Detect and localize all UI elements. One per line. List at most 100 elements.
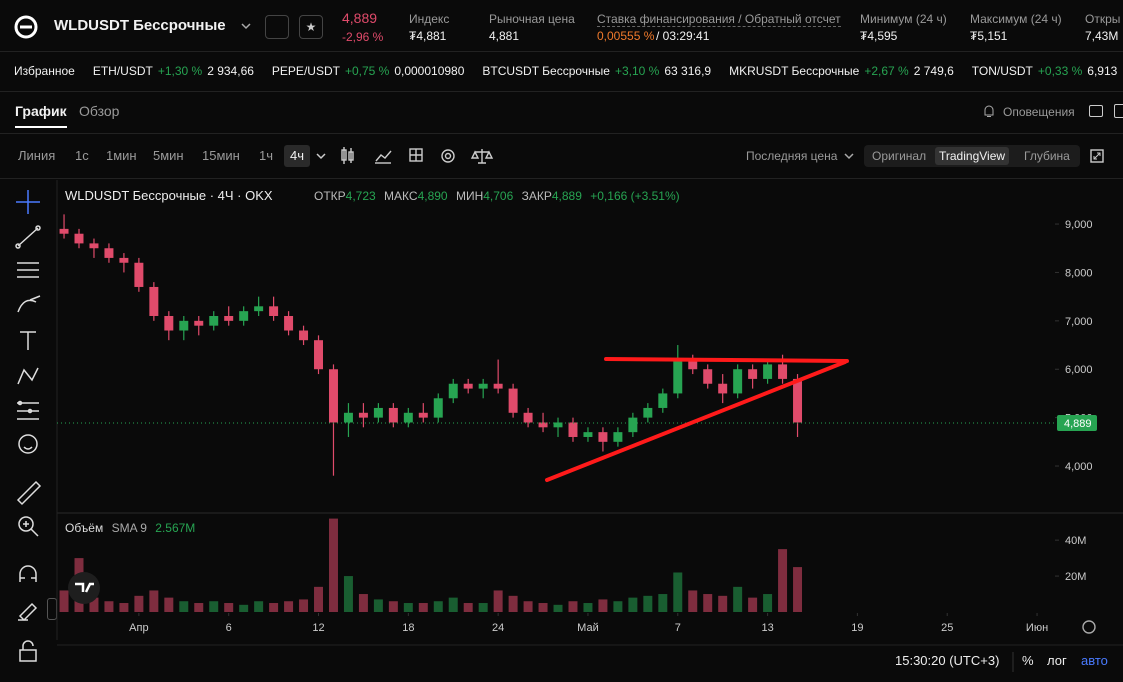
volume-tick-label: 40M (1065, 535, 1086, 547)
ticker[interactable]: ETH/USDT +1,30 % 2 934,66 (93, 64, 254, 78)
x-tick-label: 25 (941, 622, 953, 634)
volume-bar (104, 601, 114, 612)
drawing-toolbar[interactable] (0, 180, 56, 682)
candle-body (239, 311, 249, 321)
panel-icon[interactable] (1114, 104, 1123, 118)
candle-body (358, 412, 368, 418)
candle-body (448, 383, 458, 399)
chevron[interactable] (240, 20, 252, 32)
view-option[interactable]: Глубина (1024, 149, 1070, 163)
stat-label: Индекс (409, 12, 450, 26)
candle-body (104, 248, 114, 258)
volume-bar (254, 601, 264, 612)
layout-icon[interactable] (1089, 105, 1103, 117)
ticker[interactable]: PEPE/USDT +0,75 % 0,000010980 (272, 64, 464, 78)
ticker[interactable]: TON/USDT +0,33 % 6,913 (972, 64, 1118, 78)
funding-countdown: / 03:29:41 (656, 29, 710, 43)
ticker[interactable]: MKRUSDT Бессрочные +2,67 % 2 749,6 (729, 64, 954, 78)
symbol[interactable]: WLDUSDT Бессрочные (54, 17, 226, 34)
candle-body (748, 369, 758, 379)
legend-title: WLDUSDT Бессрочные · 4Ч · OKX (65, 188, 273, 203)
fullscreen-icon[interactable] (1089, 148, 1105, 164)
candle-body (134, 262, 144, 287)
volume-bar (418, 603, 428, 612)
volume-bar (209, 601, 219, 612)
x-tick-label: Май (577, 622, 599, 634)
chevron[interactable] (843, 150, 855, 162)
ticker[interactable]: BTCUSDT Бессрочные +3,10 % 63 316,9 (482, 64, 711, 78)
stat-value: ₮4,881 (409, 29, 447, 43)
favorites-bar: Избранное ETH/USDT +1,30 % 2 934,66 PEPE/U… (14, 64, 1117, 78)
x-tick-label: 19 (851, 622, 863, 634)
volume-bar (598, 599, 608, 612)
log-toggle[interactable]: лог (1047, 653, 1067, 668)
last-price-label: 4,889 (1064, 418, 1092, 430)
volume-bar (673, 572, 683, 612)
percent-toggle[interactable]: % (1022, 653, 1034, 668)
legend-ohlc: ОТКР4,723 МАКС4,890 МИН4,706 ЗАКР4,889 +… (314, 189, 680, 203)
alerts[interactable]: Оповещения (1003, 105, 1075, 119)
view-option-active[interactable]: TradingView (935, 147, 1010, 165)
chevron[interactable] (315, 150, 327, 162)
tool-icons[interactable] (338, 146, 498, 166)
drawn-support[interactable] (545, 360, 847, 482)
price: 0,000010980 (394, 64, 465, 78)
stat-value: ₮5,151 (970, 29, 1008, 43)
volume-bar (134, 595, 144, 612)
candle-body (673, 359, 683, 394)
bell-icon[interactable] (982, 104, 996, 118)
interval[interactable]: Линия (18, 148, 56, 163)
divider (0, 178, 1123, 179)
volume-bar (658, 594, 668, 612)
x-tick-label: 13 (761, 622, 773, 634)
candle-body (778, 364, 788, 379)
drawn-resistance[interactable] (604, 357, 849, 363)
volume-tick-label: 20M (1065, 571, 1086, 583)
tab-active[interactable]: График (15, 104, 67, 128)
candle-body (628, 417, 638, 433)
volume-bar (643, 595, 653, 612)
settings-icon[interactable] (1082, 620, 1096, 634)
volume-bar (463, 603, 473, 612)
price: 63 316,9 (664, 64, 712, 78)
pair: BTCUSDT Бессрочные (482, 64, 610, 78)
volume-bar (748, 597, 758, 612)
y-tick-label: 7,000 (1065, 316, 1093, 328)
interval[interactable]: 5мин (153, 148, 184, 163)
volume-bar (583, 603, 593, 612)
volume-bar (538, 603, 548, 612)
volume-bar (59, 590, 69, 612)
favorite-button[interactable]: ★ (299, 15, 323, 39)
volume-bar (328, 518, 338, 612)
volume-bar (703, 594, 713, 612)
candle-body (418, 412, 428, 418)
x-tick-label: 6 (226, 622, 232, 634)
candle-body (718, 383, 728, 394)
book-button[interactable] (265, 15, 289, 39)
x-tick-label: Июн (1026, 622, 1048, 634)
tab[interactable]: Обзор (79, 103, 120, 119)
candle-body (314, 340, 324, 370)
volume-bar (164, 597, 174, 612)
x-tick-label: 12 (312, 622, 324, 634)
interval[interactable]: 15мин (202, 148, 240, 163)
volume-bar (284, 601, 294, 612)
candle-body (269, 306, 279, 316)
interval[interactable]: 1мин (106, 148, 137, 163)
volume-bar (224, 603, 234, 612)
interval[interactable]: 1с (75, 148, 89, 163)
stat-value: 4,881 (489, 29, 520, 43)
candle-body (478, 383, 488, 389)
candle-body (179, 320, 189, 331)
interval[interactable]: 1ч (259, 148, 274, 163)
price: 2 749,6 (913, 64, 954, 78)
candle-body (119, 257, 129, 263)
volume-bar (239, 604, 249, 612)
interval-active[interactable]: 4ч (284, 145, 310, 167)
view-option[interactable]: Оригинал (872, 149, 927, 163)
volume-bar (613, 601, 623, 612)
auto-toggle[interactable]: авто (1081, 653, 1108, 668)
legend-value: 4,890 (418, 189, 448, 203)
price-source[interactable]: Последняя цена (746, 149, 838, 163)
y-tick-label: 6,000 (1065, 364, 1093, 376)
